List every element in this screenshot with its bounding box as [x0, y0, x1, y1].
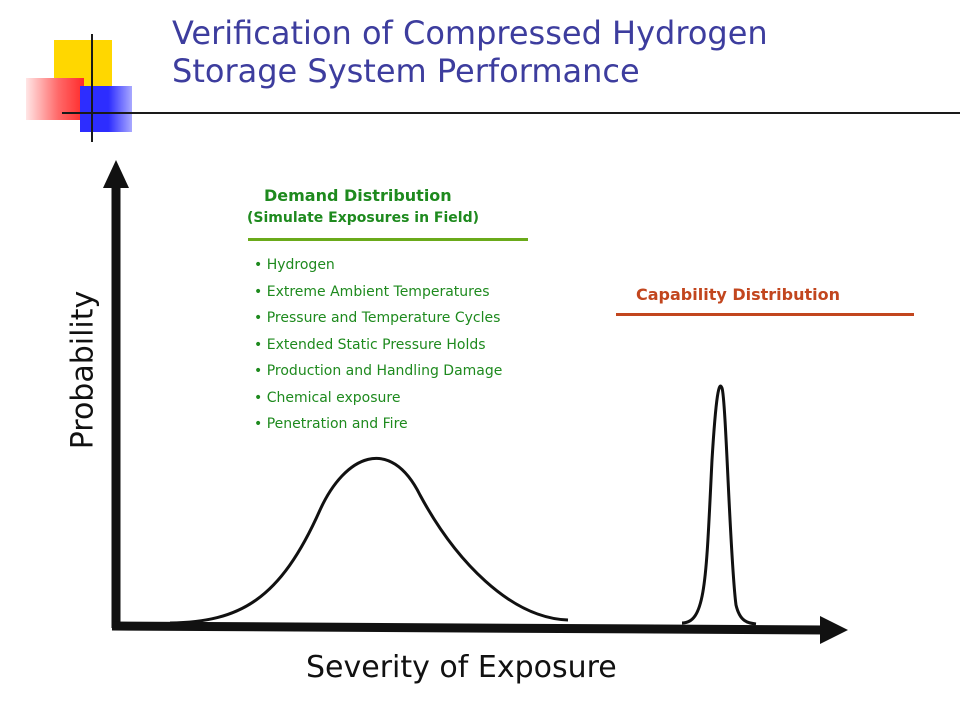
- demand-distribution-title: Demand Distribution: [264, 186, 452, 205]
- logo-vertical-line: [91, 34, 93, 142]
- x-axis-label: Severity of Exposure: [306, 650, 617, 685]
- demand-factor-item: • Chemical exposure: [254, 389, 401, 406]
- demand-factor-item: • Extended Static Pressure Holds: [254, 336, 486, 353]
- demand-factor-item: • Penetration and Fire: [254, 416, 408, 432]
- capability-distribution-title: Capability Distribution: [636, 285, 841, 304]
- y-axis-arrow: [103, 160, 129, 188]
- demand-distribution-curve: [169, 456, 569, 625]
- demand-factor-item: • Hydrogen: [254, 257, 335, 273]
- demand-factor-item: • Extreme Ambient Temperatures: [254, 283, 490, 300]
- slide-title: Verification of Compressed Hydrogen Stor…: [172, 14, 768, 90]
- demand-curve-backdrop: [176, 438, 568, 624]
- demand-factor-list: • Hydrogen • Extreme Ambient Temperature…: [254, 252, 502, 438]
- logo-blue-square: [80, 86, 132, 132]
- demand-factor-item: • Pressure and Temperature Cycles: [254, 310, 501, 326]
- capability-distribution-curve: [681, 384, 757, 626]
- slide-title-line2: Storage System Performance: [172, 52, 640, 90]
- capability-distribution-rule: [616, 313, 914, 316]
- title-underline: [62, 112, 960, 114]
- demand-distribution-rule: [248, 238, 528, 241]
- slide-title-line1: Verification of Compressed Hydrogen: [172, 14, 768, 52]
- y-axis-label: Probability: [65, 290, 101, 450]
- demand-distribution-subtitle: (Simulate Exposures in Field): [247, 210, 479, 226]
- demand-factor-item: • Production and Handling Damage: [254, 363, 503, 379]
- x-axis-arrow: [820, 616, 848, 644]
- x-axis-line: [111, 621, 827, 635]
